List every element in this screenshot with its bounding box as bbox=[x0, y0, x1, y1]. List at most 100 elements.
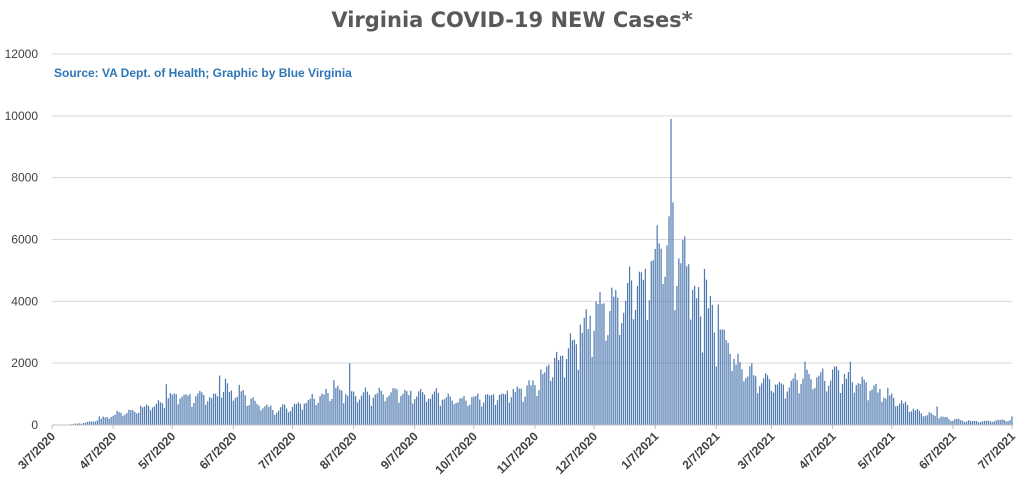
bar bbox=[922, 416, 924, 425]
bar bbox=[254, 400, 256, 425]
bar bbox=[565, 358, 568, 425]
bar bbox=[270, 405, 272, 425]
bar bbox=[926, 415, 928, 425]
bar bbox=[759, 386, 761, 425]
bar bbox=[800, 383, 802, 425]
bar bbox=[784, 398, 786, 425]
bar bbox=[106, 417, 108, 425]
bar bbox=[701, 352, 704, 425]
x-tick-label: 7/7/2021 bbox=[975, 429, 1018, 472]
bar bbox=[177, 404, 179, 425]
bar bbox=[863, 379, 865, 425]
bar bbox=[283, 404, 286, 425]
bar bbox=[216, 396, 219, 425]
bar bbox=[885, 398, 887, 425]
bar bbox=[366, 391, 369, 425]
bar bbox=[427, 398, 430, 425]
bar bbox=[1009, 420, 1011, 425]
bar bbox=[552, 377, 554, 425]
bar bbox=[347, 395, 349, 425]
bar bbox=[983, 420, 986, 425]
bar bbox=[406, 391, 408, 425]
bar bbox=[98, 416, 100, 425]
bar bbox=[390, 392, 392, 425]
bar bbox=[609, 311, 611, 425]
bar bbox=[707, 308, 710, 425]
bar bbox=[658, 243, 660, 425]
bar bbox=[195, 396, 197, 425]
bar bbox=[331, 399, 333, 425]
bar bbox=[946, 416, 948, 425]
bar bbox=[459, 398, 461, 425]
bar bbox=[163, 408, 165, 425]
bar bbox=[218, 375, 221, 425]
bar bbox=[808, 373, 810, 425]
x-tick-label: 6/7/2021 bbox=[916, 429, 959, 472]
bar bbox=[524, 396, 526, 425]
bar bbox=[433, 391, 436, 425]
bar bbox=[516, 386, 518, 425]
bar bbox=[289, 411, 292, 425]
bar bbox=[321, 393, 323, 425]
bar bbox=[136, 413, 138, 425]
bar bbox=[447, 393, 449, 425]
bar bbox=[354, 396, 357, 425]
bar bbox=[538, 390, 540, 425]
bar bbox=[851, 382, 853, 425]
bar bbox=[451, 400, 453, 425]
bar bbox=[932, 414, 934, 425]
bar bbox=[256, 403, 258, 425]
bar bbox=[664, 276, 666, 425]
bar bbox=[924, 415, 926, 425]
bar bbox=[465, 400, 467, 425]
bar bbox=[936, 406, 938, 425]
bar bbox=[966, 421, 968, 425]
bar bbox=[429, 398, 432, 425]
bar bbox=[968, 420, 970, 425]
bar bbox=[593, 330, 595, 425]
bar bbox=[220, 397, 223, 425]
bar bbox=[485, 394, 487, 425]
x-tick-label: 3/7/2020 bbox=[15, 429, 58, 472]
bar bbox=[979, 422, 982, 425]
bar bbox=[140, 405, 142, 425]
bar bbox=[591, 356, 593, 425]
bar bbox=[522, 401, 524, 425]
bar bbox=[944, 417, 946, 425]
bar bbox=[794, 373, 796, 425]
bar bbox=[232, 400, 234, 425]
bar bbox=[930, 412, 932, 425]
bar bbox=[457, 402, 459, 425]
bar bbox=[96, 420, 98, 425]
bar bbox=[697, 287, 700, 425]
bar bbox=[351, 391, 353, 425]
bar bbox=[496, 400, 499, 425]
bar bbox=[412, 403, 414, 425]
bar bbox=[149, 410, 152, 425]
bar bbox=[362, 392, 365, 425]
bar bbox=[116, 410, 118, 425]
bar bbox=[234, 397, 236, 425]
bar bbox=[782, 384, 784, 425]
y-tick-label: 8000 bbox=[11, 171, 38, 185]
bar bbox=[786, 391, 788, 425]
bar bbox=[349, 363, 351, 425]
bar bbox=[1003, 419, 1005, 425]
bar bbox=[126, 413, 128, 425]
bar bbox=[692, 289, 694, 425]
bar bbox=[561, 355, 564, 425]
bar bbox=[396, 389, 398, 425]
bar bbox=[897, 405, 899, 425]
bar bbox=[630, 280, 633, 425]
bar bbox=[662, 283, 664, 425]
bar bbox=[510, 397, 512, 425]
bar bbox=[802, 378, 804, 425]
bar bbox=[504, 394, 506, 425]
bar bbox=[556, 351, 558, 425]
bar bbox=[520, 388, 522, 425]
bar bbox=[869, 390, 871, 425]
x-tick-label: 4/7/2021 bbox=[796, 429, 839, 472]
x-tick-label: 9/7/2020 bbox=[378, 429, 421, 472]
bar bbox=[688, 264, 690, 425]
bar bbox=[595, 301, 597, 425]
